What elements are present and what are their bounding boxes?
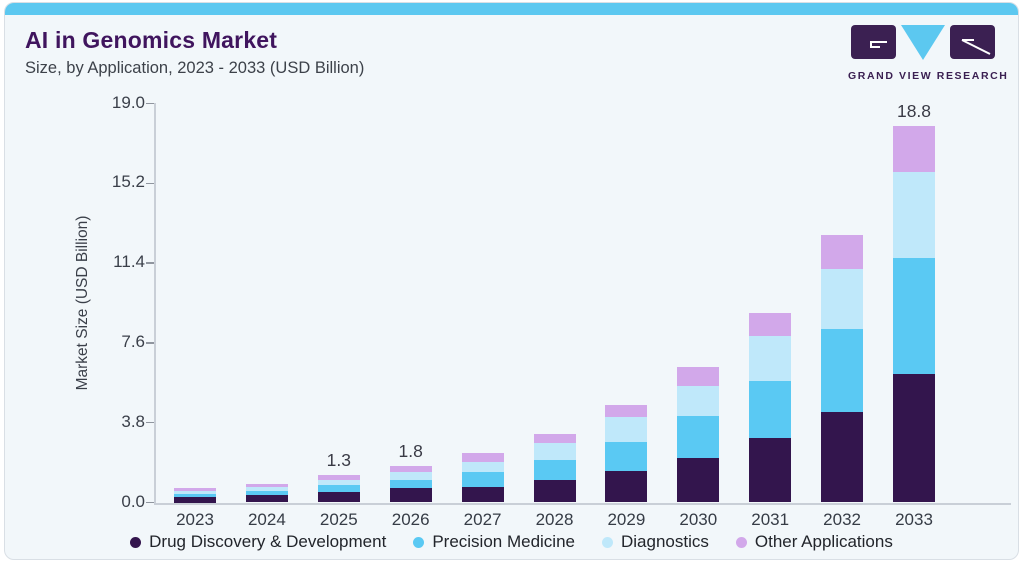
bar-segment — [821, 328, 864, 412]
x-tick-label: 2025 — [319, 510, 358, 529]
bar-segment — [389, 488, 432, 503]
bar-segment — [533, 459, 576, 481]
bar-segment — [605, 416, 648, 442]
y-tick-label: 3.8 — [121, 411, 145, 431]
legend-item: Precision Medicine — [413, 532, 575, 552]
y-axis-tick — [146, 421, 154, 424]
y-axis-tick — [146, 342, 154, 344]
brand-logo: GRAND VIEW RESEARCH — [848, 23, 1009, 82]
bar-segment — [389, 466, 432, 473]
x-tick-label: 2030 — [679, 510, 718, 529]
bar-segment — [821, 411, 864, 503]
top-accent-bar — [5, 3, 1018, 15]
y-tick-label: 15.2 — [111, 172, 145, 192]
legend-label: Other Applications — [754, 532, 893, 551]
bar-segment — [389, 472, 432, 480]
stacked-bar-chart: Market Size (USD Billion) 0.0 3.8 7.6 11.4 1… — [5, 3, 1018, 559]
x-tick-label: 2033 — [895, 510, 933, 529]
bar-segment — [821, 268, 864, 329]
bar-value-label: 1.3 — [326, 449, 351, 470]
x-tick-label: 2029 — [607, 510, 646, 529]
bar-segment — [245, 491, 288, 496]
bar-segment — [749, 380, 792, 439]
bar-segment — [461, 472, 504, 487]
bar-segment — [749, 438, 792, 503]
bar-segment — [174, 497, 216, 503]
bar-segment — [893, 374, 935, 503]
y-axis-tick — [146, 102, 154, 105]
bar-segment — [893, 125, 935, 173]
bar-segment — [317, 492, 360, 503]
x-tick-label: 2032 — [823, 510, 861, 529]
bar-segment — [893, 257, 935, 375]
bar-segment — [245, 495, 288, 503]
x-tick-label: 2028 — [535, 510, 574, 529]
x-tick-label: 2026 — [391, 510, 430, 529]
y-axis-tick — [146, 182, 154, 185]
y-tick-label: 19.0 — [111, 92, 145, 112]
bar-segment — [245, 487, 288, 492]
x-axis-line — [154, 502, 1011, 505]
bar-segment — [174, 491, 216, 495]
bar-segment — [461, 453, 504, 462]
legend-label: Precision Medicine — [432, 532, 575, 551]
x-tick-label: 2024 — [247, 510, 286, 529]
bar-segment — [174, 494, 216, 498]
legend-label: Diagnostics — [621, 532, 709, 551]
bar-segment — [389, 479, 432, 489]
brand-logo-text: GRAND VIEW RESEARCH — [848, 70, 1009, 82]
y-axis-line — [154, 103, 156, 503]
bar-segment — [605, 470, 648, 503]
gvr-logo-icon — [851, 25, 995, 60]
legend-swatch — [602, 536, 613, 548]
bar-segment — [533, 443, 576, 460]
bar-segment — [605, 441, 648, 471]
legend-item: Diagnostics — [602, 532, 709, 552]
x-tick-label: 2023 — [176, 510, 214, 529]
bar-segment — [461, 461, 504, 473]
y-axis-title: Market Size (USD Billion) — [74, 215, 91, 391]
bar-segment — [317, 485, 360, 493]
chart-legend: Drug Discovery & Development Precision Me… — [5, 532, 1018, 552]
y-tick-label: 11.4 — [113, 252, 145, 272]
bar-value-label: 18.8 — [896, 100, 932, 121]
bar-segment — [317, 474, 360, 481]
legend-swatch — [413, 536, 425, 548]
bar-segment — [749, 313, 792, 337]
bar-segment — [677, 416, 720, 458]
bar-segment — [174, 488, 216, 492]
bar-segment — [245, 483, 288, 488]
legend-swatch — [130, 536, 142, 548]
legend-swatch — [735, 536, 747, 548]
bar-segment — [317, 480, 360, 486]
x-tick-label: 2027 — [463, 510, 502, 529]
bar-segment — [677, 385, 720, 417]
y-axis-tick — [146, 501, 154, 504]
bar-segment — [461, 486, 504, 503]
chart-card: AI in Genomics Market Size, by Applicati… — [4, 2, 1019, 560]
y-axis-tick — [146, 262, 154, 264]
legend-item: Other Applications — [735, 532, 893, 552]
legend-item: Drug Discovery & Development — [130, 532, 386, 552]
bar-value-label: 1.8 — [398, 441, 423, 462]
bar-segment — [749, 336, 792, 381]
bar-segment — [677, 367, 720, 386]
bar-segment — [533, 480, 576, 503]
y-tick-label: 7.6 — [121, 331, 145, 351]
legend-label: Drug Discovery & Development — [149, 532, 387, 551]
page-subtitle: Size, by Application, 2023 - 2033 (USD B… — [25, 59, 365, 77]
bar-segment — [893, 172, 935, 258]
x-tick-label: 2031 — [751, 510, 790, 529]
page-title: AI in Genomics Market — [25, 27, 278, 53]
bar-segment — [605, 405, 648, 417]
bar-segment — [677, 457, 720, 503]
bar-segment — [533, 433, 576, 444]
y-tick-label: 0.0 — [121, 491, 145, 511]
bar-segment — [821, 234, 864, 269]
